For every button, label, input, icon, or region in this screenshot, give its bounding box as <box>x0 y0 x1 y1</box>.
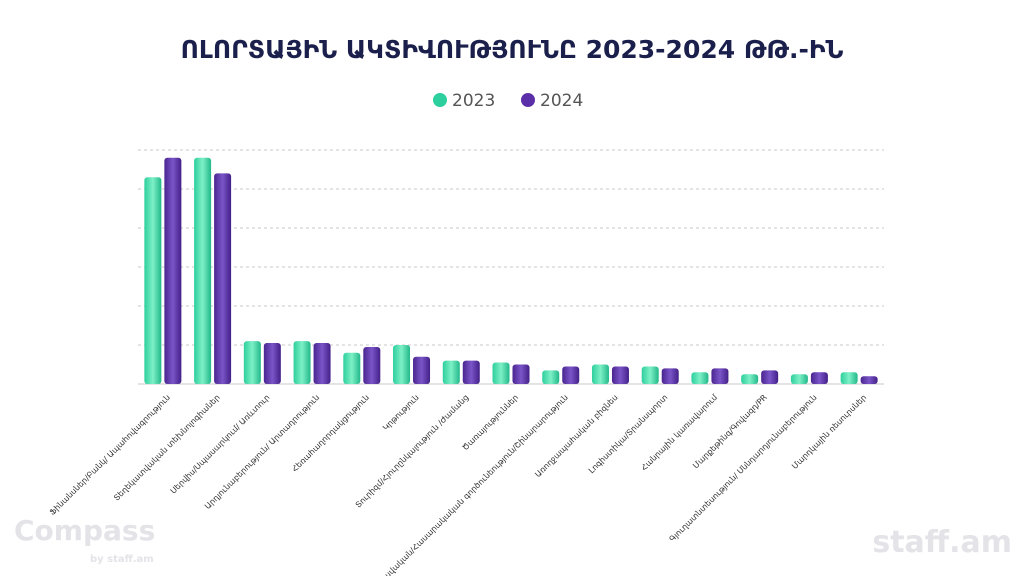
bar <box>263 343 281 384</box>
x-tick-label: Առողջապահական բիզնես <box>533 393 619 479</box>
bar <box>711 368 729 384</box>
x-tick-label: Իրավական/Հասարակական գործունեություն/Շին… <box>374 393 570 576</box>
bar <box>790 374 808 384</box>
bar <box>691 372 709 384</box>
bar <box>492 362 510 384</box>
chart-title: ՈԼՈՐՏԱՅԻՆ ԱԿՏԻՎՈՒԹՅՈՒՆԸ 2023-2024 ԹԹ.-ԻՆ <box>181 35 844 64</box>
legend-marker <box>433 93 447 107</box>
bar <box>641 366 659 384</box>
x-tick-label: Արդյունաբերություն/ Արտադրություն <box>203 393 321 511</box>
bar <box>363 346 381 384</box>
bar <box>611 366 629 384</box>
legend-marker <box>521 93 535 107</box>
bar <box>214 173 232 384</box>
brand-right: staff.am <box>872 525 1012 560</box>
bar <box>164 157 182 384</box>
bar <box>840 372 858 384</box>
x-tick-label: Կրթություն <box>381 393 421 433</box>
bar <box>810 372 828 384</box>
bar <box>562 366 580 384</box>
bar <box>313 343 331 384</box>
bar <box>512 364 530 384</box>
bar <box>462 360 480 384</box>
legend-label: 2023 <box>452 91 495 111</box>
x-tick-label: Տեղեկատվական տեխնոլոգիաներ <box>112 393 222 503</box>
bar <box>243 341 261 384</box>
bar <box>761 370 779 384</box>
x-tick-label: Տուրիզմ/Հյուրընկալություն /Ժամանց <box>354 393 471 510</box>
x-tick-label: Լոգիստիկա/Տրանսպորտ <box>587 393 670 476</box>
bar <box>741 374 759 384</box>
brand-left-sub: by staff.am <box>90 554 154 565</box>
x-tick-label: Սերվիս/Սպասարկում/ Առևտուր <box>169 393 272 496</box>
bar <box>393 345 411 384</box>
legend-label: 2024 <box>540 91 583 111</box>
bar <box>591 364 609 384</box>
bar <box>413 356 431 384</box>
bar <box>542 370 560 384</box>
brand-left: Compass <box>14 514 155 547</box>
bar <box>194 157 212 384</box>
bar <box>442 360 460 384</box>
bar <box>293 341 311 384</box>
bar <box>144 177 162 384</box>
bar <box>343 352 361 384</box>
x-tick-label: Ծառայություններ <box>461 393 521 453</box>
bar <box>860 376 878 384</box>
bar <box>661 368 679 384</box>
